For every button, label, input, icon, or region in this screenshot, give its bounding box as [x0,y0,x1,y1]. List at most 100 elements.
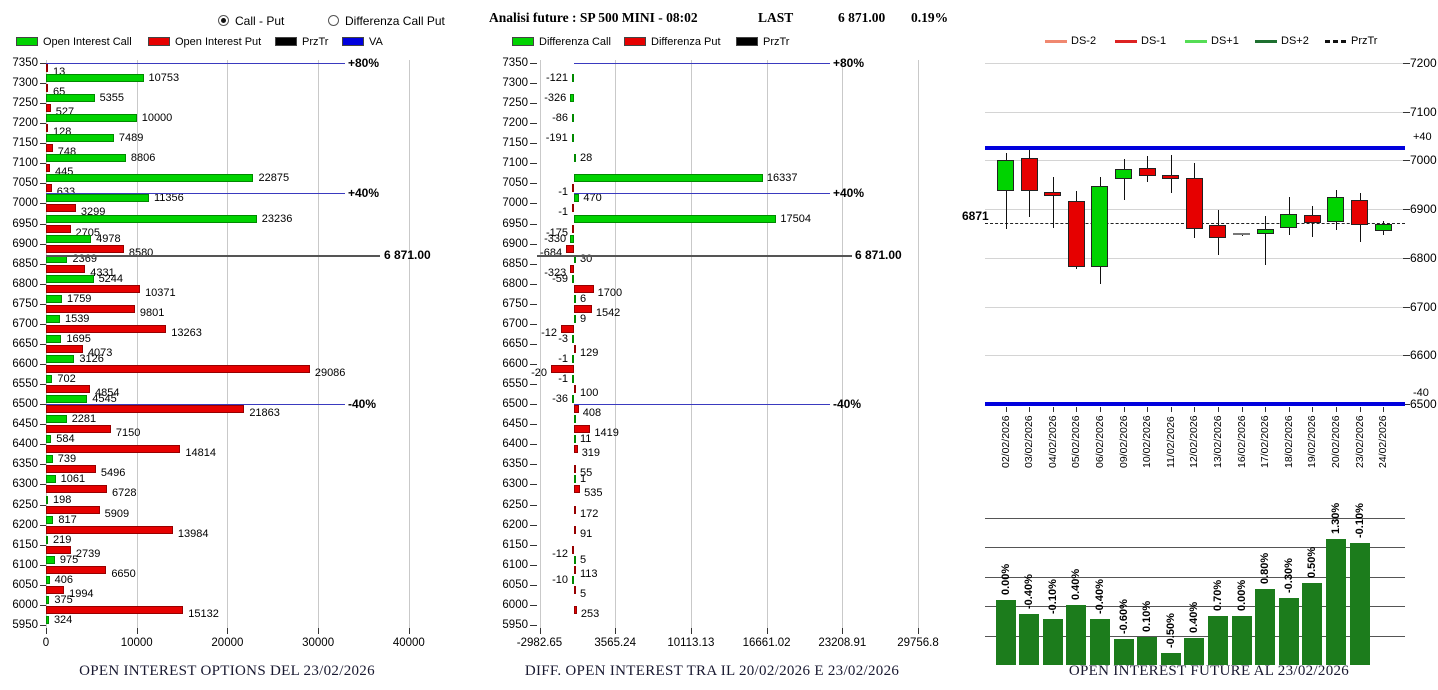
call-value-label: 16337 [766,172,798,185]
oi-future-bar-label: 0.70% [1211,579,1224,611]
put-bar [571,224,574,233]
put-value-label: 100 [580,387,599,400]
put-bar [46,585,65,594]
price-label: 6050 [502,578,528,591]
call-bar [46,314,60,323]
prz-label: 6 871.00 [855,248,902,263]
price-tick [40,303,46,305]
call-bar [574,254,576,263]
put-bar [46,304,135,313]
put-value-label: 535 [584,487,603,500]
put-bar [46,124,48,133]
call-bar [574,314,576,323]
call-bar [46,595,50,604]
prz-line [537,255,852,258]
call-bar [574,294,576,303]
legend-diff-przt-swatch [736,37,758,46]
y-axis-tick [1403,63,1410,64]
price-tick [40,63,46,64]
price-label: 6150 [502,538,528,551]
price-tick [530,183,537,185]
call-value-label: -1 [558,373,568,386]
call-value-label: 5 [580,553,587,566]
va-line [574,63,830,64]
candle-wick [1052,176,1054,228]
put-value-label: 2739 [75,547,101,560]
put-bar [574,585,576,594]
put-bar [46,64,48,72]
candle-wick [1170,154,1172,194]
legend-diff-put-label: Differenza Put [651,36,721,48]
price-tick [40,384,46,386]
put-value-label: 113 [580,567,598,580]
gridline [985,547,1405,549]
price-tick [40,444,46,446]
call-bar [46,134,114,143]
price-label: 7050 [502,177,528,190]
put-value-label: 253 [580,607,600,620]
call-bar [46,615,49,624]
put-bar [574,465,576,474]
price-label: 6700 [502,317,528,330]
date-tick [1288,406,1290,412]
radio-unselected-icon[interactable] [328,15,339,26]
put-bar [46,565,107,574]
price-tick [530,223,537,225]
oi-future-bar [1349,543,1370,665]
date-tick [1383,406,1385,412]
put-value-label: 15132 [188,607,219,620]
put-value-label: 408 [582,407,602,420]
title-oi-future: OPEN INTEREST FUTURE AL 23/02/2026 [1068,663,1350,679]
price-label: 7100 [502,157,528,170]
call-value-label: -36 [552,393,568,406]
va-label: -40% [348,397,377,412]
call-value-label: -86 [552,112,568,125]
price-label: 6250 [12,498,38,511]
price-label: 6950 [12,217,38,230]
put-bar [46,324,167,333]
candle-body [1115,168,1132,179]
price-label: 6700 [12,317,38,330]
radio-differenza-label: Differenza Call Put [345,14,445,28]
call-bar [46,455,53,464]
price-tick [530,83,537,85]
gridline [615,60,617,633]
legend-przt-dashed-swatch [1325,40,1347,43]
date-label: 04/02/2026 [1046,415,1059,468]
price-tick [530,504,537,506]
oi-future-bar [1137,637,1158,665]
oi-future-bar-label: 0.10% [1141,600,1154,632]
va-label: +40% [833,186,865,201]
call-bar [46,475,56,484]
date-label: 11/02/2026 [1164,416,1177,468]
candle-body [1091,186,1109,267]
put-bar [46,405,245,414]
va-line [46,404,345,406]
oi-future-bar [1160,653,1181,665]
date-label: 10/02/2026 [1141,415,1154,468]
price-label: 6250 [502,498,528,511]
price-label: 6800 [12,277,38,290]
date-tick [1123,406,1125,412]
radio-selected-icon[interactable] [218,15,229,26]
put-value-label: 1542 [595,306,621,319]
put-bar [46,465,96,474]
candle-body [1020,157,1038,191]
price-label: 7350 [12,57,38,69]
price-tick [40,504,46,506]
gridline [985,306,1405,308]
y-axis-label: 6700 [1410,299,1437,314]
call-bar [46,294,62,303]
call-value-label: 10000 [141,112,173,125]
price-tick [40,283,46,285]
gridline [985,63,1405,64]
legend-przt-line-label: PrzTr [1351,35,1378,47]
oi-future-bar-label: -0.60% [1117,599,1130,634]
y-axis-tick [1403,209,1410,211]
call-bar [570,234,574,243]
put-bar [574,405,579,414]
price-tick [530,424,537,426]
put-value-label: 1700 [597,286,623,299]
price-label: 6850 [12,257,38,270]
va-lower-line [985,401,1405,406]
